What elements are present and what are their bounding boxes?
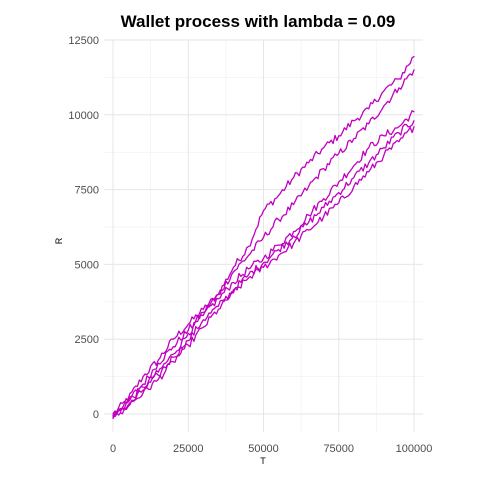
- x-axis-label: T: [260, 456, 266, 466]
- series-layer: [112, 55, 415, 420]
- x-tick-label: 75000: [323, 443, 354, 455]
- y-tick-label: 7500: [75, 185, 99, 197]
- grid-layer: [104, 39, 423, 432]
- x-tick-label: 25000: [173, 443, 204, 455]
- y-tick-label: 10000: [68, 110, 99, 122]
- x-tick-label: 100000: [396, 443, 433, 455]
- y-tick-label: 0: [93, 409, 99, 421]
- x-tick-label: 50000: [248, 443, 279, 455]
- series-line-3: [112, 110, 415, 418]
- chart-title: Wallet process with lambda = 0.09: [121, 12, 396, 31]
- y-tick-label: 12500: [68, 35, 99, 47]
- tick-layer: 0 25000 50000 75000 100000 0 2500 5000 7500 10000…: [68, 35, 432, 455]
- y-tick-label: 2500: [75, 334, 99, 346]
- x-tick-label: 0: [110, 443, 116, 455]
- series-line-4: [112, 120, 415, 420]
- series-line-2: [112, 69, 415, 415]
- y-tick-label: 5000: [75, 259, 99, 271]
- y-axis-label: R: [54, 237, 64, 244]
- series-line-5: [112, 126, 415, 418]
- series-line-1: [112, 55, 415, 415]
